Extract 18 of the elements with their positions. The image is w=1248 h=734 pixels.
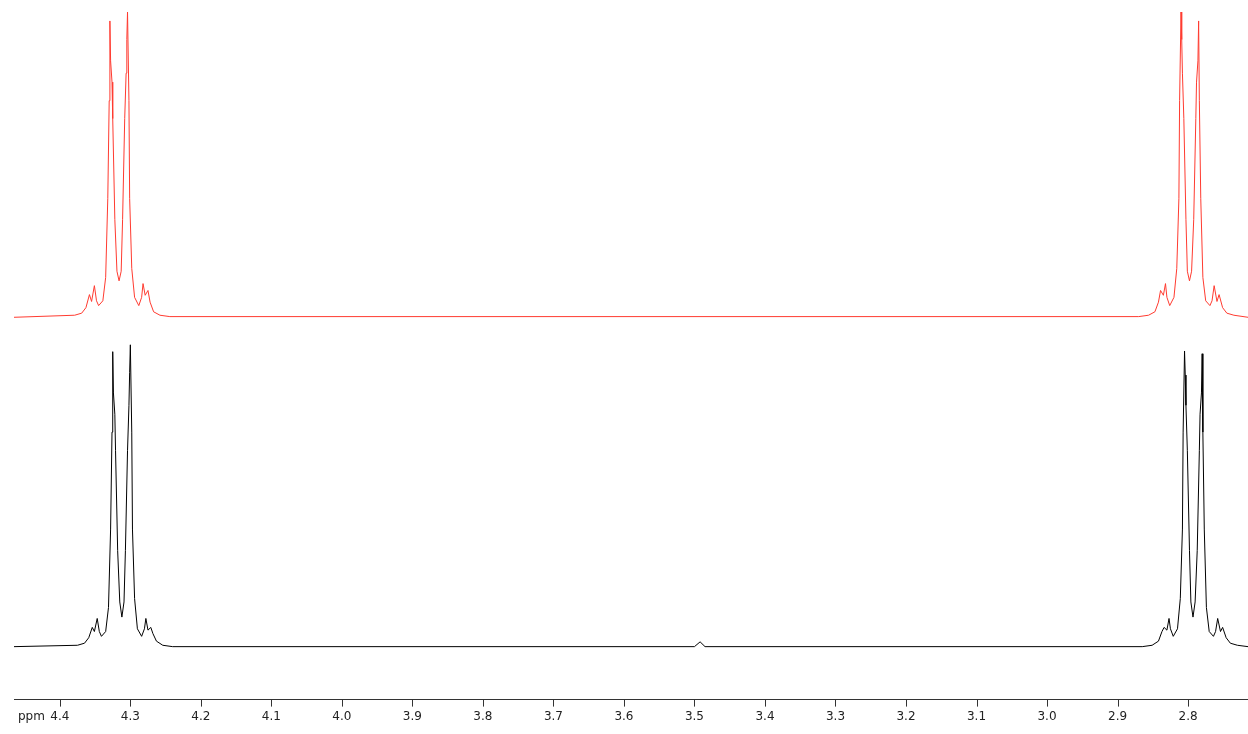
- x-tick-label: 4.2: [191, 708, 211, 723]
- x-tick-label: 4.1: [261, 708, 281, 723]
- x-tick-label: 3.7: [543, 708, 563, 723]
- x-tick-label: 3.1: [966, 708, 987, 723]
- x-tick-label: 3.3: [825, 708, 846, 723]
- x-tick-label: 3.0: [1037, 708, 1057, 723]
- x-axis-title: ppm: [18, 708, 45, 723]
- x-tick-label: 4.4: [50, 708, 70, 723]
- x-tick-label: 3.8: [473, 708, 493, 723]
- x-tick-label: 2.9: [1108, 708, 1128, 723]
- x-tick-label: 3.9: [402, 708, 422, 723]
- x-tick-label: 4.3: [120, 708, 140, 723]
- x-tick-label: 3.4: [755, 708, 775, 723]
- x-tick-label: 3.5: [684, 708, 705, 723]
- x-tick-label: 4.0: [332, 708, 352, 723]
- x-tick-label: 3.6: [614, 708, 634, 723]
- x-tick-label: 2.8: [1178, 708, 1198, 723]
- x-tick-label: 3.2: [896, 708, 916, 723]
